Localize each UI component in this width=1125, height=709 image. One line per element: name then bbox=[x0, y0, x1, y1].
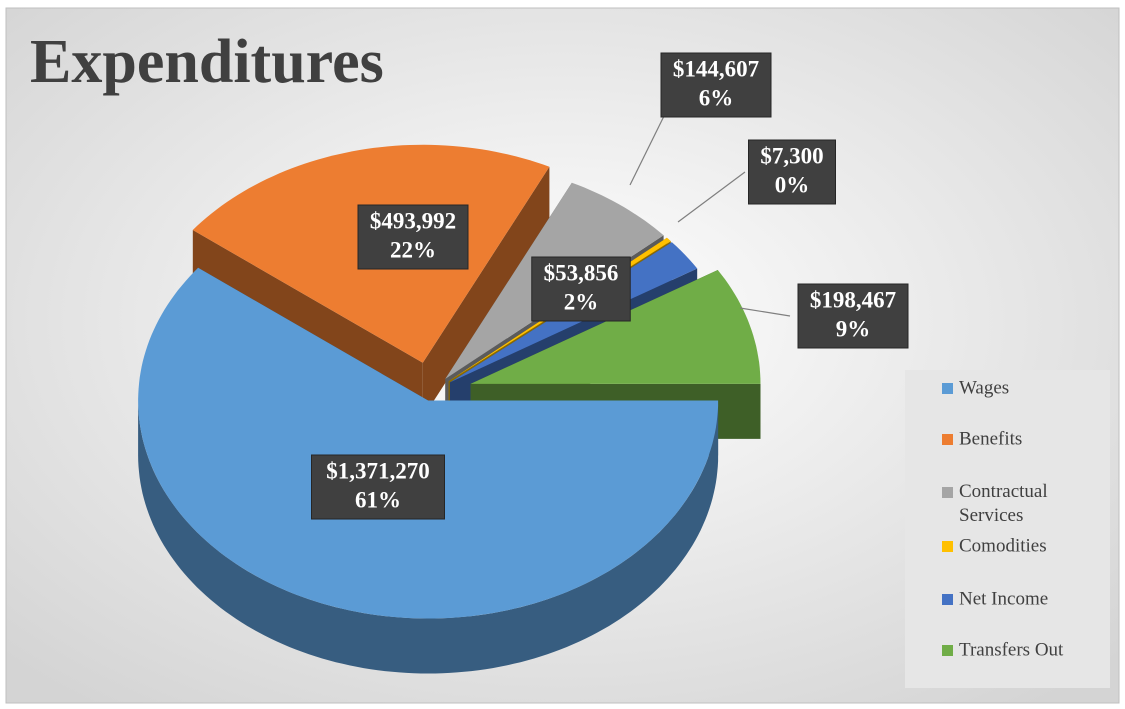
data-label: $144,607 bbox=[673, 56, 759, 81]
legend-label: Net Income bbox=[959, 588, 1048, 609]
legend-label-line: Contractual bbox=[959, 481, 1048, 502]
legend-label-line: Services bbox=[959, 505, 1023, 526]
data-label: $7,300 bbox=[760, 143, 823, 168]
slice bbox=[138, 267, 719, 674]
slice-top bbox=[138, 267, 719, 619]
data-label-box bbox=[660, 52, 772, 118]
legend-swatch bbox=[942, 594, 953, 605]
data-label-box bbox=[748, 139, 836, 205]
data-label: 0% bbox=[775, 172, 810, 197]
data-label-box bbox=[311, 454, 445, 520]
legend-swatch bbox=[942, 645, 953, 656]
legend-label: Benefits bbox=[959, 428, 1022, 449]
data-label: 9% bbox=[836, 316, 871, 341]
legend-swatch bbox=[942, 541, 953, 552]
data-label: $53,856 bbox=[544, 260, 619, 285]
slice-wall bbox=[422, 166, 550, 418]
slice-top bbox=[470, 270, 761, 384]
legend-swatch bbox=[942, 383, 953, 394]
leader-line bbox=[629, 111, 667, 186]
data-label: $1,371,270 bbox=[326, 458, 430, 483]
legend-label: Transfers Out bbox=[959, 639, 1064, 660]
data-label-box bbox=[531, 256, 631, 322]
legend-label: Contractual Services bbox=[959, 481, 1048, 526]
legend-box bbox=[905, 370, 1110, 688]
legend-label: Comodities bbox=[959, 535, 1047, 556]
data-label-box bbox=[797, 283, 909, 349]
data-label: $198,467 bbox=[810, 287, 896, 312]
leader-line bbox=[739, 307, 791, 317]
data-label: $493,992 bbox=[370, 208, 456, 233]
leader-line bbox=[677, 171, 746, 223]
legend-swatch bbox=[942, 487, 953, 498]
slice-side bbox=[138, 400, 719, 674]
data-label: 61% bbox=[355, 487, 401, 512]
data-label: 2% bbox=[564, 289, 599, 314]
legend-label: Wages bbox=[959, 377, 1009, 398]
data-label-box bbox=[357, 204, 469, 270]
data-label: 6% bbox=[699, 85, 734, 110]
chart-title: Expenditures bbox=[30, 28, 384, 96]
data-label: 22% bbox=[390, 237, 436, 262]
legend-swatch bbox=[942, 434, 953, 445]
